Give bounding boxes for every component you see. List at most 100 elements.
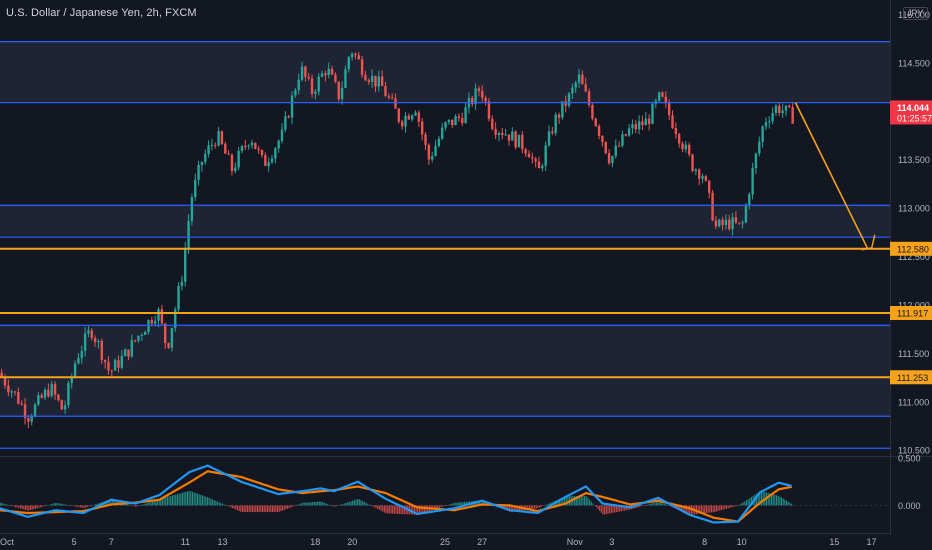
histogram-bar xyxy=(542,505,544,507)
histogram-bar xyxy=(156,499,158,506)
candle xyxy=(788,104,791,108)
histogram-bar xyxy=(225,505,227,506)
histogram-bar xyxy=(749,498,751,506)
histogram-bar xyxy=(720,505,722,511)
histogram-bar xyxy=(433,505,435,510)
candle xyxy=(404,112,407,133)
histogram-bar xyxy=(1,503,3,506)
candle xyxy=(461,112,464,126)
candle xyxy=(454,114,457,126)
candle xyxy=(234,162,237,174)
candle xyxy=(30,413,33,426)
histogram-bar xyxy=(330,505,332,506)
histogram-bar xyxy=(680,505,682,511)
signal-line[interactable] xyxy=(0,470,792,523)
histogram-bar xyxy=(218,502,220,506)
histogram-bar xyxy=(307,502,309,506)
histogram-bar xyxy=(328,504,330,506)
candle xyxy=(738,222,741,225)
histogram-bar xyxy=(40,505,42,508)
histogram-bar xyxy=(712,505,714,513)
histogram-bar xyxy=(110,499,112,506)
candle xyxy=(97,339,100,349)
candle xyxy=(337,81,340,102)
level-price-label: 111.253 xyxy=(890,370,932,385)
histogram-bar xyxy=(405,505,407,515)
histogram-bar xyxy=(168,496,170,506)
candle xyxy=(110,369,114,376)
histogram-bar xyxy=(607,505,609,514)
histogram-bar xyxy=(679,505,681,511)
macd-line[interactable] xyxy=(0,464,792,524)
histogram-bar xyxy=(539,505,541,508)
candle xyxy=(731,213,734,236)
candle xyxy=(397,107,401,124)
histogram-bar xyxy=(508,505,511,512)
histogram-bar xyxy=(10,505,12,507)
histogram-bar xyxy=(347,502,349,506)
histogram-bar xyxy=(777,495,779,506)
time-tick-label: 25 xyxy=(440,537,450,547)
histogram-bar xyxy=(443,505,445,507)
histogram-bar xyxy=(273,505,275,513)
histogram-bar xyxy=(171,495,173,506)
histogram-bar xyxy=(657,501,659,506)
candle xyxy=(524,147,527,157)
histogram-bar xyxy=(126,503,128,506)
candle xyxy=(634,119,637,134)
histogram-bar xyxy=(647,504,649,506)
time-axis[interactable]: Oct 5 7 11 13 18 20 25 27 Nov 3 8 10 15 17 xyxy=(0,533,890,548)
histogram-bar xyxy=(68,505,70,506)
histogram-bar xyxy=(332,505,334,507)
histogram-bar xyxy=(403,505,405,515)
countdown-timer: 01:25:57 xyxy=(897,113,932,123)
projection-arrow[interactable] xyxy=(794,102,869,250)
candle xyxy=(90,328,93,341)
histogram-bar xyxy=(85,505,87,508)
candle xyxy=(698,168,701,186)
histogram-bar xyxy=(457,502,459,506)
candle xyxy=(357,51,360,60)
candle xyxy=(13,391,17,396)
candle xyxy=(527,150,531,158)
candle xyxy=(180,275,184,291)
histogram-bar xyxy=(31,505,33,510)
histogram-bar xyxy=(83,505,85,509)
histogram-bar xyxy=(353,500,355,506)
candle xyxy=(517,134,521,148)
histogram-bar xyxy=(624,505,626,511)
candle xyxy=(370,69,374,88)
zone-band xyxy=(0,41,890,103)
candle xyxy=(367,78,370,85)
time-tick-label: 5 xyxy=(72,537,77,547)
price-axis[interactable]: 115.000114.500114.000113.500113.000112.5… xyxy=(890,0,932,535)
candle xyxy=(310,74,314,98)
candle xyxy=(240,144,244,154)
histogram-bar xyxy=(51,503,53,506)
candle xyxy=(511,127,514,141)
candle xyxy=(294,87,297,98)
histogram-bar xyxy=(787,501,789,506)
histogram-bar xyxy=(70,505,72,507)
histogram-bar xyxy=(372,505,374,507)
histogram-bar xyxy=(285,505,287,510)
candle xyxy=(781,104,784,118)
histogram-bar xyxy=(255,505,257,513)
histogram-bar xyxy=(280,505,282,512)
histogram-bar xyxy=(56,502,58,506)
histogram-bar xyxy=(709,505,711,513)
candle xyxy=(360,55,364,79)
time-tick-label: 3 xyxy=(609,537,614,547)
histogram-bar xyxy=(201,495,204,506)
time-tick-label: 20 xyxy=(347,537,357,547)
histogram-bar xyxy=(525,505,527,510)
histogram-bar xyxy=(770,493,773,506)
histogram-bar xyxy=(450,503,452,506)
candle xyxy=(768,116,771,129)
candle xyxy=(694,167,698,176)
currency-badge[interactable]: JPY xyxy=(903,7,928,20)
candle xyxy=(647,114,651,131)
histogram-bar xyxy=(480,500,482,506)
